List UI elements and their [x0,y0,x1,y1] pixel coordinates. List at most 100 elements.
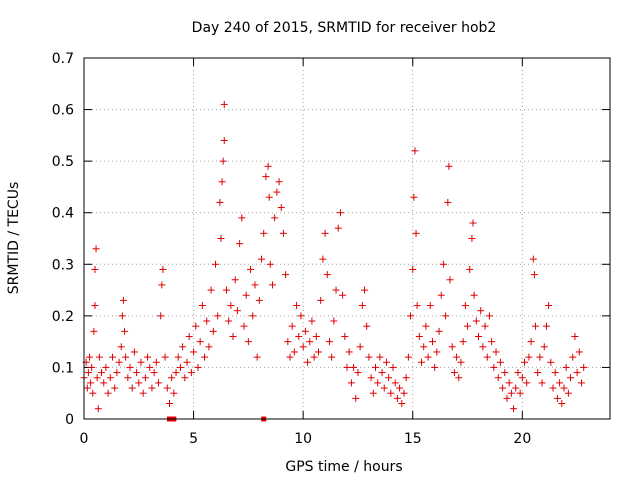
data-point [290,348,298,356]
data-point [279,229,287,237]
data-point [301,327,309,335]
data-point [435,327,443,335]
data-point [95,353,103,361]
data-point [122,353,130,361]
data-points [80,100,588,422]
data-point [233,307,241,315]
data-point [332,286,340,294]
data-point [549,384,557,392]
data-point [108,353,116,361]
data-point [501,369,509,377]
data-point [100,379,108,387]
y-tick-label: 0 [65,412,74,428]
data-point [578,379,586,387]
data-point [488,338,496,346]
data-point [304,358,312,366]
data-point [420,343,428,351]
data-point [571,332,579,340]
y-tick-label: 0.5 [52,154,74,170]
data-point [231,276,239,284]
x-tick-labels: 0 5 10 15 20 [80,431,532,447]
data-point [85,353,93,361]
data-point [475,332,482,340]
data-point [222,286,230,294]
data-point [240,322,248,330]
data-point [251,281,259,289]
data-point [481,322,489,330]
data-point [387,389,395,397]
data-point [268,281,276,289]
data-point [551,369,559,377]
data-point [89,389,97,397]
data-point [117,343,125,351]
data-point [183,358,191,366]
data-point [547,358,555,366]
data-point [260,229,268,237]
data-point [93,374,101,382]
data-point [553,394,561,402]
data-point [444,198,452,206]
data-point [413,302,421,310]
data-point [385,374,393,382]
y-axis-label: SRMTID / TECUs [6,182,22,295]
data-point [244,338,252,346]
data-point [391,379,399,387]
data-point [523,379,531,387]
y-tick-label: 0.4 [52,206,74,222]
data-point [150,369,158,377]
data-point [512,384,520,392]
data-point [422,322,430,330]
data-point [382,358,390,366]
data-point [328,353,336,361]
data-point [505,379,513,387]
data-point [376,353,384,361]
data-point [236,240,244,248]
data-point [217,235,225,242]
data-point [410,193,418,201]
data-point [415,332,423,340]
data-point [334,224,342,232]
data-point [503,394,511,402]
data-point [464,322,472,330]
data-point [247,265,255,273]
data-point [336,209,344,217]
data-point [323,271,331,279]
data-point [130,348,138,356]
data-point [220,137,228,145]
data-point [356,343,364,351]
y-tick-label: 0.2 [52,309,74,325]
data-point [227,302,235,310]
data-point [354,369,362,377]
data-point [343,363,351,371]
data-point [345,348,353,356]
data-point [91,265,99,273]
data-point [92,245,100,253]
data-point [400,389,408,397]
data-point [527,338,535,346]
data-point [194,363,202,371]
data-point [94,405,102,413]
data-point [87,379,95,387]
data-point [530,271,538,279]
data-point [229,332,237,340]
y-tick-labels: 0 0.1 0.2 0.3 0.4 0.5 0.6 0.7 [52,51,74,428]
data-point [424,353,432,361]
data-point [152,358,160,366]
data-point [113,369,121,377]
data-point [472,317,480,325]
data-point [126,363,134,371]
data-point [402,374,410,382]
data-point [540,343,548,351]
data-point [319,255,327,263]
data-point [275,178,283,186]
data-point [469,219,477,227]
data-point [516,389,524,397]
data-point [453,353,461,361]
data-point [514,369,522,377]
data-point [330,317,338,325]
x-axis-label: GPS time / hours [285,459,402,475]
data-point [389,363,397,371]
data-point [411,147,419,155]
data-point [102,363,110,371]
data-point [477,307,485,315]
